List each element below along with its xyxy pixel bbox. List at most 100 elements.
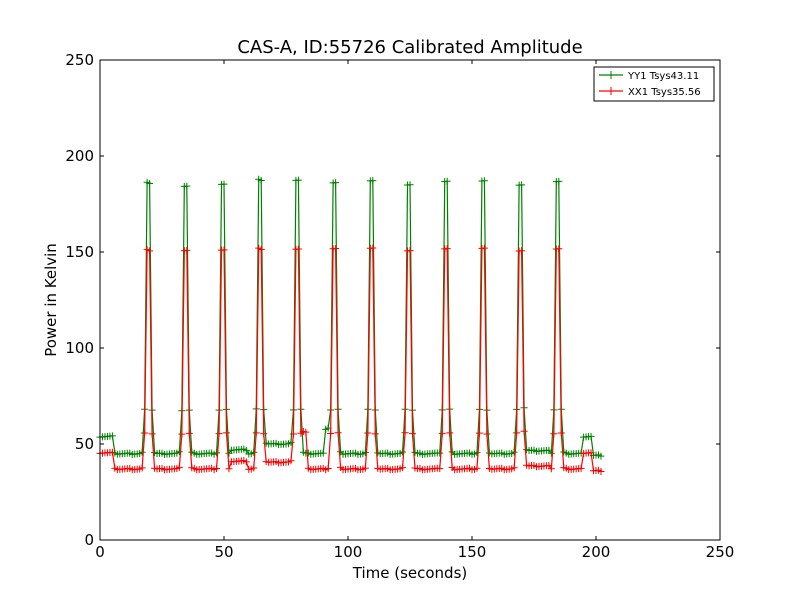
data-point	[215, 430, 223, 438]
data-point	[242, 446, 250, 454]
data-point	[260, 430, 268, 438]
series-2	[96, 244, 605, 476]
data-point	[587, 449, 595, 457]
data-point	[250, 464, 258, 472]
x-tick-label: 200	[582, 543, 611, 561]
data-point	[108, 432, 116, 440]
legend-entry: XX1 Tsys35.56	[628, 87, 701, 98]
data-point	[242, 458, 250, 466]
data-point	[220, 180, 228, 188]
data-point	[319, 449, 327, 457]
data-point	[587, 432, 595, 440]
data-point	[473, 464, 481, 472]
data-point	[547, 449, 555, 457]
data-point	[473, 449, 481, 457]
data-point	[436, 449, 444, 457]
data-point	[146, 247, 154, 255]
data-point	[520, 427, 528, 435]
data-point	[289, 430, 297, 438]
x-tick-label: 0	[95, 543, 105, 561]
data-point	[369, 177, 377, 185]
data-point	[175, 463, 183, 471]
data-point	[369, 244, 377, 252]
data-point	[183, 182, 191, 190]
data-point	[406, 181, 414, 189]
data-point	[361, 464, 369, 472]
data-point	[510, 464, 518, 472]
y-tick-label: 50	[75, 435, 94, 453]
data-point	[222, 429, 230, 437]
data-point	[550, 430, 558, 438]
legend-entry: YY1 Tsys43.11	[627, 71, 699, 82]
data-point	[257, 177, 265, 185]
data-point	[555, 177, 563, 185]
data-point	[257, 245, 265, 253]
data-point	[185, 429, 193, 437]
data-point	[371, 430, 379, 438]
data-point	[483, 430, 491, 438]
y-tick-label: 200	[65, 147, 94, 165]
y-tick-label: 150	[65, 243, 94, 261]
data-point	[401, 429, 409, 437]
data-point	[510, 448, 518, 456]
data-point	[443, 245, 451, 253]
data-point	[597, 452, 605, 460]
plot-background	[100, 60, 720, 540]
data-point	[324, 465, 332, 473]
data-point	[287, 457, 295, 465]
data-point	[302, 428, 310, 436]
data-point	[446, 429, 454, 437]
data-point	[138, 464, 146, 472]
data-point	[399, 464, 407, 472]
x-axis-label: Time (seconds)	[352, 564, 468, 582]
y-tick-label: 100	[65, 339, 94, 357]
data-point	[438, 430, 446, 438]
data-point	[294, 176, 302, 184]
data-point	[443, 177, 451, 185]
data-point	[252, 429, 260, 437]
data-point	[557, 429, 565, 437]
data-point	[408, 430, 416, 438]
data-point	[518, 247, 526, 255]
data-point	[213, 449, 221, 457]
data-point	[220, 246, 228, 254]
data-point	[361, 448, 369, 456]
data-point	[175, 448, 183, 456]
data-point	[577, 464, 585, 472]
data-point	[141, 429, 149, 437]
y-tick-label: 250	[65, 51, 94, 69]
data-point	[480, 244, 488, 252]
data-point	[513, 429, 521, 437]
legend: YY1 Tsys43.11 XX1 Tsys35.56	[593, 66, 715, 102]
data-point	[178, 430, 186, 438]
legend-marker	[607, 71, 615, 79]
data-point	[287, 438, 295, 446]
x-tick-label: 150	[458, 543, 487, 561]
data-point	[332, 179, 340, 187]
data-point	[547, 465, 555, 473]
data-point	[148, 430, 156, 438]
x-tick-label: 250	[706, 543, 735, 561]
data-point	[480, 177, 488, 185]
data-point	[555, 245, 563, 253]
y-axis-label: Power in Kelvin	[42, 243, 60, 357]
x-tick-label: 100	[334, 543, 363, 561]
x-axis: 0 50 100 150 200 250	[95, 60, 734, 561]
data-point	[406, 247, 414, 255]
data-point	[597, 468, 605, 476]
data-point	[294, 245, 302, 253]
chart-title: CAS-A, ID:55726 Calibrated Amplitude	[237, 37, 582, 58]
series-1	[96, 175, 605, 460]
legend-box	[593, 66, 715, 102]
data-point	[108, 448, 116, 456]
data-point	[334, 429, 342, 437]
data-point	[138, 448, 146, 456]
data-point	[475, 429, 483, 437]
data-point	[146, 179, 154, 187]
data-point	[518, 181, 526, 189]
data-point	[183, 246, 191, 254]
y-axis: 0 50 100 150 200 250	[65, 51, 720, 549]
y-tick-label: 0	[84, 531, 94, 549]
data-point	[436, 465, 444, 473]
